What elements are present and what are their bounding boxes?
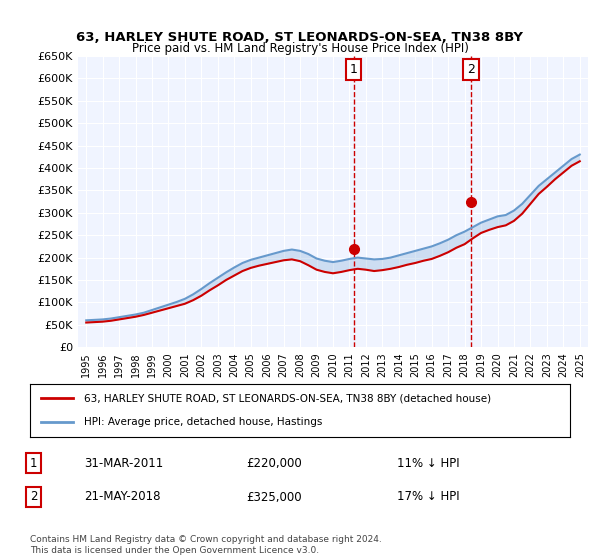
Text: £325,000: £325,000 [246, 491, 302, 503]
Text: 31-MAR-2011: 31-MAR-2011 [84, 457, 163, 470]
Text: 1: 1 [30, 457, 37, 470]
Text: £220,000: £220,000 [246, 457, 302, 470]
Text: 1: 1 [350, 63, 358, 76]
Text: 17% ↓ HPI: 17% ↓ HPI [397, 491, 460, 503]
Text: This data is licensed under the Open Government Licence v3.0.: This data is licensed under the Open Gov… [30, 546, 319, 555]
Text: 63, HARLEY SHUTE ROAD, ST LEONARDS-ON-SEA, TN38 8BY (detached house): 63, HARLEY SHUTE ROAD, ST LEONARDS-ON-SE… [84, 394, 491, 404]
Text: 11% ↓ HPI: 11% ↓ HPI [397, 457, 460, 470]
Text: Contains HM Land Registry data © Crown copyright and database right 2024.: Contains HM Land Registry data © Crown c… [30, 535, 382, 544]
Text: 2: 2 [30, 491, 37, 503]
Text: HPI: Average price, detached house, Hastings: HPI: Average price, detached house, Hast… [84, 417, 322, 427]
Text: 21-MAY-2018: 21-MAY-2018 [84, 491, 161, 503]
Text: Price paid vs. HM Land Registry's House Price Index (HPI): Price paid vs. HM Land Registry's House … [131, 42, 469, 55]
Text: 2: 2 [467, 63, 475, 76]
Text: 63, HARLEY SHUTE ROAD, ST LEONARDS-ON-SEA, TN38 8BY: 63, HARLEY SHUTE ROAD, ST LEONARDS-ON-SE… [77, 31, 523, 44]
